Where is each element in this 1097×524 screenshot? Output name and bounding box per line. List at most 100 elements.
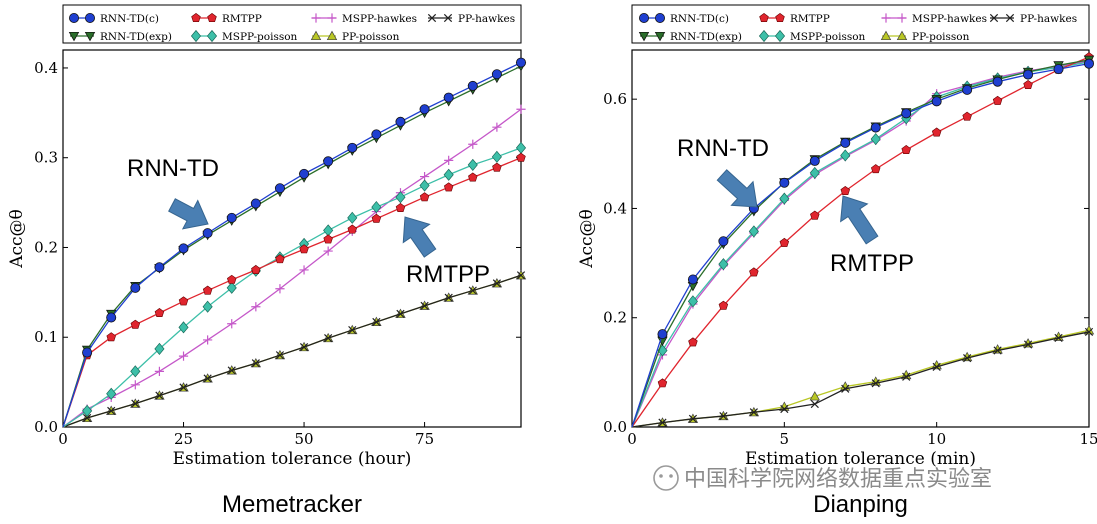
x-tick-label: 10 bbox=[927, 430, 946, 448]
data-point-rnn-td-c bbox=[106, 312, 117, 323]
data-point-rmtpp bbox=[251, 264, 261, 274]
series-line-pp-hawkes bbox=[631, 331, 1090, 428]
data-point-rmtpp bbox=[154, 308, 165, 318]
y-tick-label: 0.2 bbox=[34, 238, 58, 256]
x-tick-label: 5 bbox=[780, 430, 790, 448]
legend-label-rmtpp: RMTPP bbox=[222, 13, 262, 25]
legend-marker-pp-hawkes bbox=[989, 13, 999, 23]
data-point-pp-hawkes bbox=[131, 399, 140, 408]
data-point-pp-hawkes bbox=[516, 271, 526, 280]
annotation-label-rnn-td: RNN-TD bbox=[677, 135, 769, 162]
legend-label-pp-hawkes: PP-hawkes bbox=[458, 13, 515, 25]
legend-marker-mspp-hawkes bbox=[881, 13, 891, 23]
legend-marker-rnn-td-c bbox=[69, 12, 80, 23]
data-point-rnn-td-c bbox=[274, 183, 285, 194]
data-point-rmtpp bbox=[492, 162, 502, 172]
data-point-rmtpp bbox=[275, 254, 285, 264]
data-point-rnn-td-c bbox=[809, 155, 820, 166]
data-point-pp-hawkes bbox=[251, 359, 260, 368]
data-point-mspp-poisson bbox=[419, 179, 430, 192]
y-tick-label: 0.0 bbox=[603, 418, 627, 436]
annotation-arrow-rnn-td bbox=[716, 169, 758, 208]
data-point-mspp-poisson bbox=[687, 295, 698, 308]
data-point-rmtpp bbox=[419, 192, 430, 202]
series-line-mspp-hawkes bbox=[631, 60, 1090, 428]
data-point-rmtpp bbox=[840, 185, 850, 195]
data-point-mspp-hawkes bbox=[299, 265, 309, 275]
y-tick-label: 0.2 bbox=[603, 309, 627, 327]
data-point-rnn-td-c bbox=[395, 116, 406, 127]
y-tick-label: 0.1 bbox=[34, 328, 58, 346]
data-point-mspp-hawkes bbox=[275, 284, 285, 294]
legend-label-rnn-td-c: RNN-TD(c) bbox=[100, 13, 159, 25]
data-point-pp-hawkes bbox=[179, 383, 188, 392]
data-point-rnn-td-c bbox=[299, 168, 310, 179]
wechat-icon-eye bbox=[669, 474, 673, 478]
legend-label-rnn-td-exp: RNN-TD(exp) bbox=[100, 31, 172, 43]
plot-area-frame bbox=[631, 49, 1090, 428]
x-tick-label: 15 bbox=[1079, 430, 1097, 448]
data-point-pp-hawkes bbox=[492, 279, 501, 288]
data-point-pp-hawkes bbox=[372, 317, 381, 327]
data-point-mspp-poisson bbox=[515, 141, 527, 154]
legend-marker-rmtpp bbox=[759, 13, 769, 23]
data-point-rnn-td-c bbox=[467, 80, 478, 91]
data-point-rnn-td-c bbox=[516, 57, 527, 68]
data-point-pp-hawkes bbox=[841, 384, 850, 393]
legend-marker-pp-poisson bbox=[880, 30, 892, 41]
data-point-mspp-poisson bbox=[323, 224, 334, 237]
data-point-mspp-hawkes bbox=[178, 351, 189, 361]
data-point-rnn-td-c bbox=[130, 282, 141, 293]
data-point-pp-hawkes bbox=[396, 309, 405, 319]
data-point-mspp-poisson bbox=[178, 321, 189, 334]
x-tick-label: 0 bbox=[58, 430, 68, 448]
data-point-mspp-poisson bbox=[395, 191, 406, 204]
data-point-pp-poisson bbox=[809, 391, 820, 401]
annotation-arrow-rmtpp bbox=[402, 216, 437, 258]
data-point-pp-hawkes bbox=[1023, 340, 1033, 349]
data-point-pp-hawkes bbox=[203, 374, 212, 383]
data-point-pp-hawkes bbox=[688, 414, 698, 423]
data-point-mspp-hawkes bbox=[323, 246, 333, 256]
legend-label-pp-poisson: PP-poisson bbox=[912, 31, 970, 43]
legend-box bbox=[631, 4, 1090, 44]
data-point-pp-hawkes bbox=[780, 404, 789, 414]
data-point-mspp-hawkes bbox=[203, 335, 213, 345]
legend-marker-mspp-hawkes bbox=[327, 13, 337, 23]
series-line-pp-poisson bbox=[631, 329, 1090, 428]
data-point-mspp-hawkes bbox=[516, 104, 526, 114]
data-point-rnn-td-c bbox=[870, 122, 881, 133]
legend-marker-rnn-td-c bbox=[655, 12, 666, 23]
data-point-pp-hawkes bbox=[444, 293, 453, 302]
panel-title: Memetracker bbox=[222, 491, 362, 518]
data-point-rmtpp bbox=[106, 332, 116, 342]
data-point-mspp-poisson bbox=[491, 150, 502, 163]
data-point-pp-hawkes bbox=[468, 286, 477, 295]
data-point-rnn-td-c bbox=[443, 92, 454, 103]
series-line-rnn-td-exp bbox=[631, 59, 1090, 428]
data-point-mspp-hawkes bbox=[468, 139, 478, 149]
wechat-icon bbox=[653, 465, 679, 491]
y-tick-label: 0.4 bbox=[603, 199, 627, 217]
data-point-pp-hawkes bbox=[658, 418, 667, 427]
data-point-pp-hawkes bbox=[749, 408, 758, 417]
data-point-pp-hawkes bbox=[963, 354, 972, 363]
data-point-pp-hawkes bbox=[902, 372, 911, 381]
legend-marker-mspp-hawkes bbox=[311, 13, 321, 23]
x-tick-label: 75 bbox=[415, 430, 434, 448]
data-point-pp-hawkes bbox=[810, 399, 819, 409]
data-point-rmtpp bbox=[962, 111, 972, 121]
legend-marker-mspp-poisson bbox=[206, 29, 218, 43]
legend-marker-rmtpp bbox=[191, 13, 201, 23]
data-point-pp-hawkes bbox=[1084, 327, 1094, 337]
data-point-mspp-poisson bbox=[226, 281, 237, 294]
data-point-rmtpp bbox=[202, 285, 213, 295]
data-point-pp-hawkes bbox=[993, 346, 1002, 355]
data-point-mspp-hawkes bbox=[492, 122, 502, 132]
legend-box bbox=[62, 4, 522, 44]
legend-marker-rnn-td-exp bbox=[638, 31, 650, 42]
legend-label-mspp-poisson: MSPP-poisson bbox=[790, 31, 866, 43]
legend-marker-rnn-td-exp bbox=[84, 31, 96, 42]
